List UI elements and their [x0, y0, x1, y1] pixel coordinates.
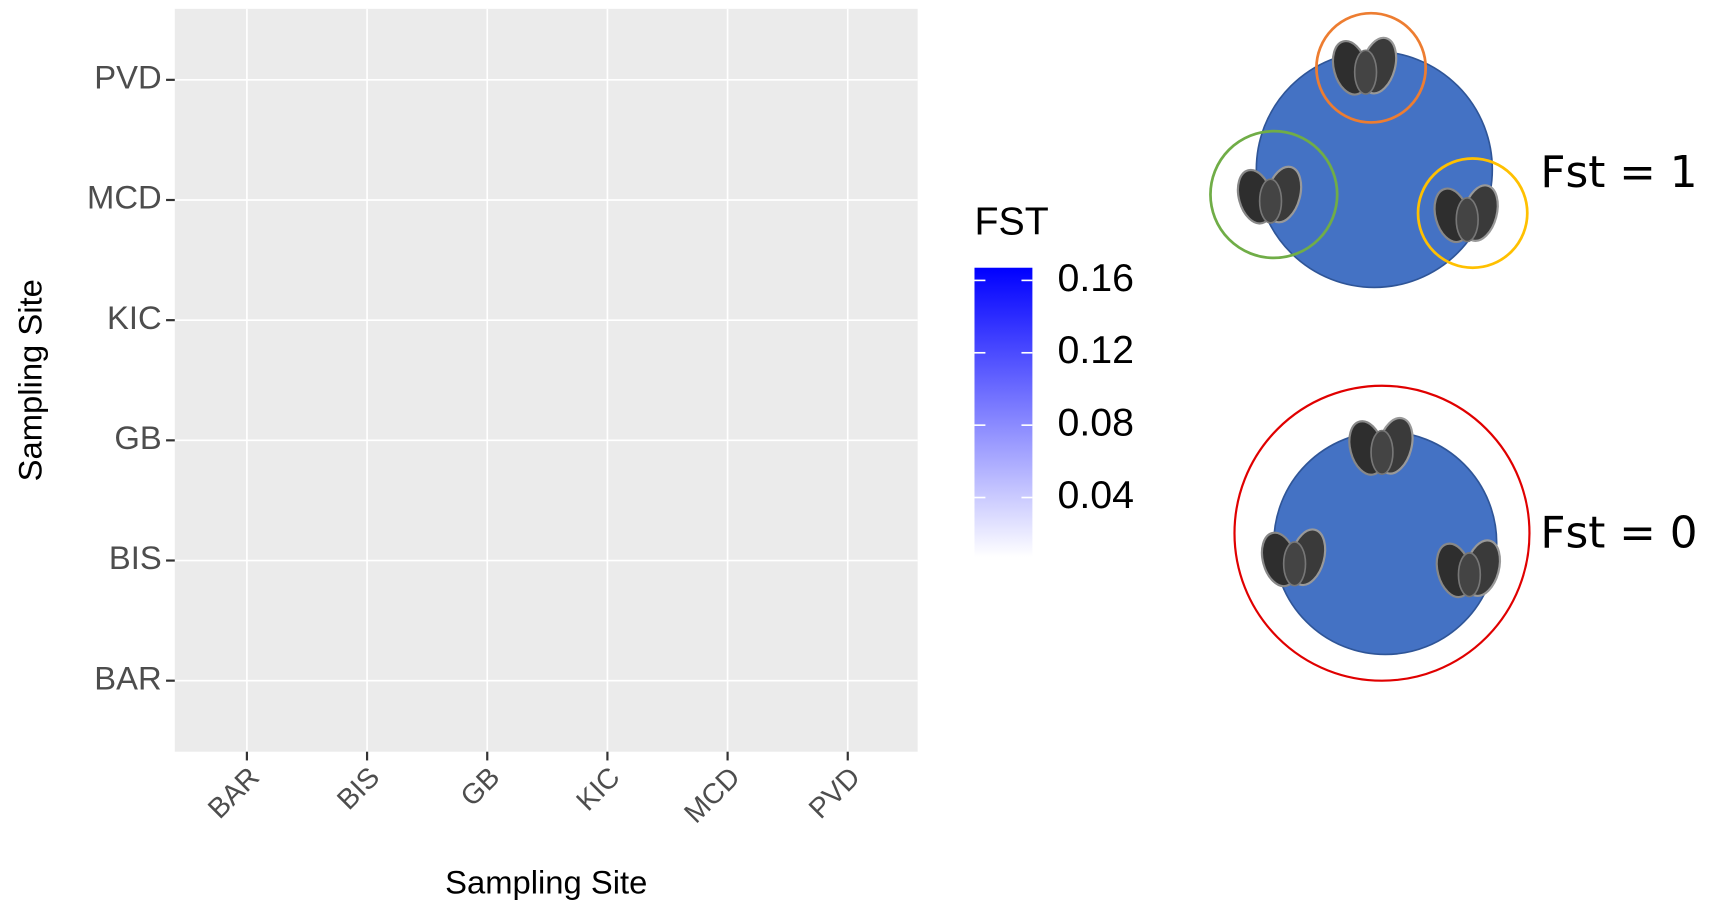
- colorbar-tick-label: 0.12: [1058, 328, 1135, 372]
- legend-title: FST: [974, 199, 1048, 243]
- y-tick-label: GB: [114, 419, 161, 456]
- y-tick-label: PVD: [94, 58, 161, 95]
- chart: Sampling Site Sampling Site FST Fst = 1 …: [0, 0, 1713, 908]
- x-tick-label: KIC: [570, 761, 626, 817]
- colorbar-tick-label: 0.16: [1058, 256, 1135, 300]
- x-tick-label: MCD: [678, 761, 746, 829]
- y-tick-label: BAR: [94, 659, 161, 696]
- annotation: Fst = 0: [1540, 507, 1697, 558]
- diagram-fst-1: [1210, 13, 1527, 287]
- x-tick-label: PVD: [803, 761, 867, 825]
- x-tick-label: GB: [455, 761, 507, 813]
- annotation: Fst = 1: [1540, 147, 1697, 198]
- colorbar-tick-label: 0.08: [1058, 401, 1135, 445]
- x-tick-label: BIS: [331, 761, 386, 816]
- y-tick-label: BIS: [109, 539, 162, 576]
- x-axis-title: Sampling Site: [445, 864, 647, 901]
- diagram-fst-0: [1234, 386, 1529, 681]
- y-tick-label: KIC: [107, 299, 162, 336]
- colorbar-tick-label: 0.04: [1058, 473, 1135, 517]
- colorbar: [974, 268, 1032, 558]
- y-tick-label: MCD: [87, 179, 162, 216]
- y-axis-title: Sampling Site: [11, 279, 48, 481]
- panel: [175, 9, 918, 752]
- x-tick-label: BAR: [202, 761, 266, 825]
